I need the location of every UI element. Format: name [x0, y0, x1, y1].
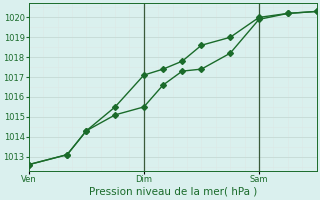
X-axis label: Pression niveau de la mer( hPa ): Pression niveau de la mer( hPa ) [89, 187, 257, 197]
